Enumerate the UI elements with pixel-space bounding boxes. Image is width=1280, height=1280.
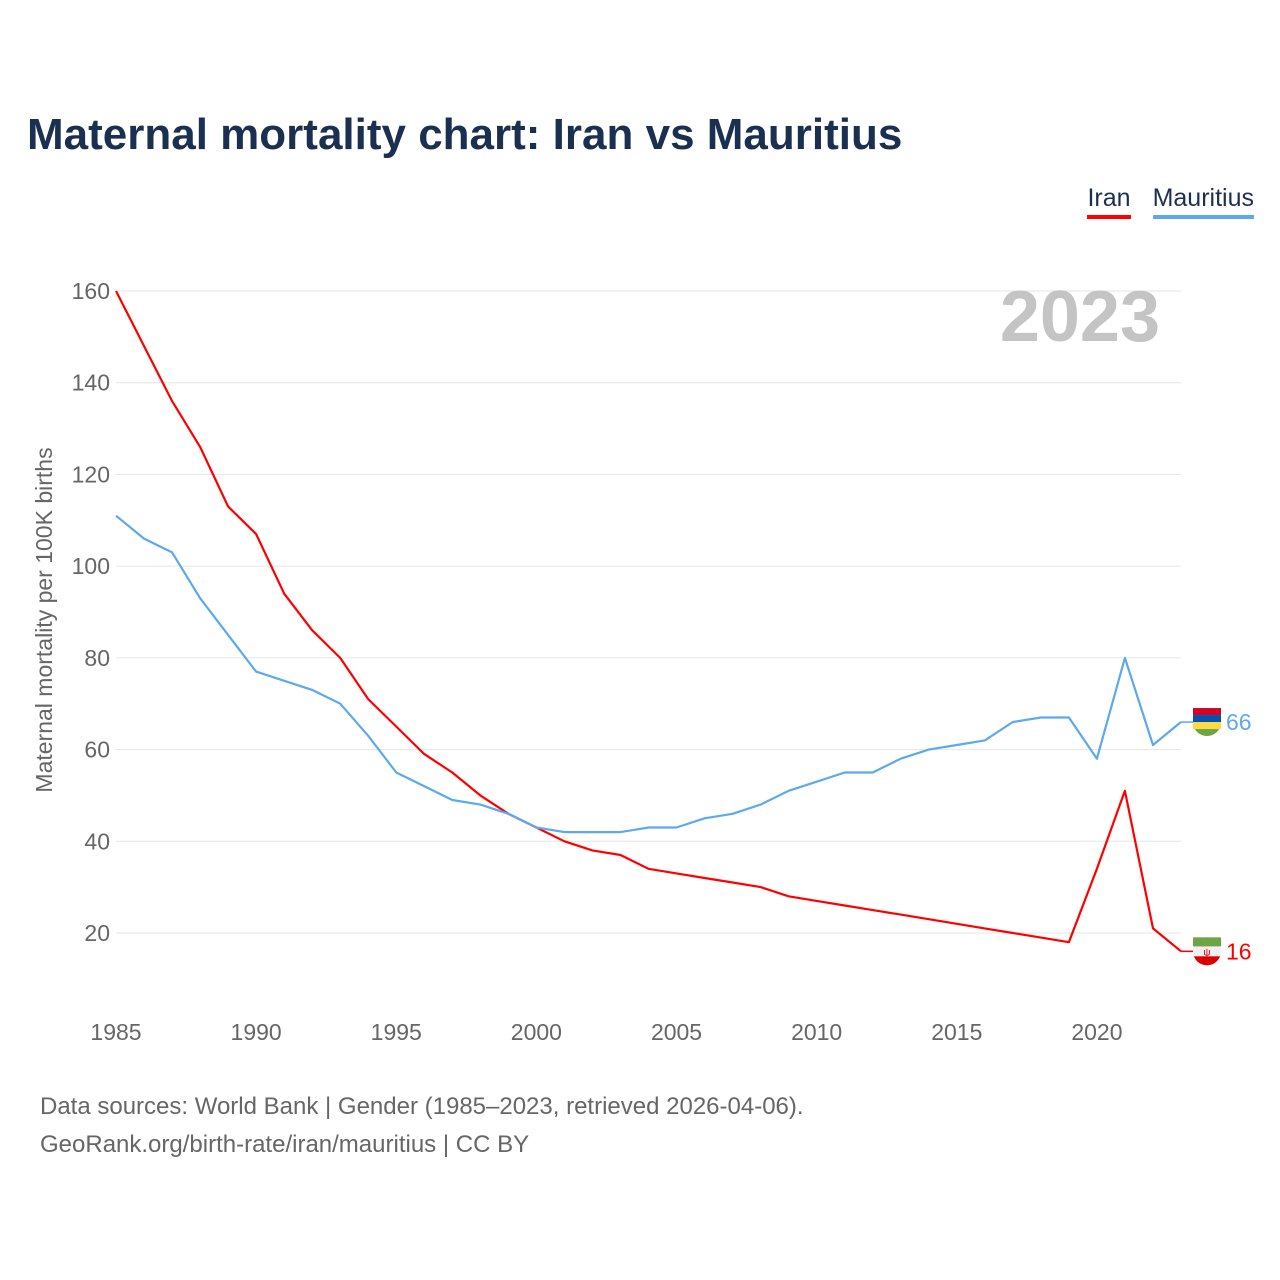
x-tick-label: 1990 bbox=[231, 1019, 282, 1045]
flag-stripe bbox=[1193, 946, 1221, 957]
series-line-iran bbox=[115, 290, 1182, 953]
legend: Iran Mauritius bbox=[1087, 184, 1254, 219]
source-line-1: Data sources: World Bank | Gender (1985–… bbox=[40, 1093, 804, 1120]
legend-mauritius[interactable]: Mauritius bbox=[1152, 184, 1254, 219]
y-tick-label: 140 bbox=[72, 370, 110, 396]
y-tick-label: 160 bbox=[72, 278, 110, 304]
end-value-label-iran: 16 bbox=[1226, 938, 1252, 964]
x-tick-label: 2020 bbox=[1071, 1019, 1122, 1045]
x-tick-label: 1985 bbox=[90, 1019, 141, 1045]
y-tick-label: 20 bbox=[84, 920, 110, 946]
x-tick-label: 2000 bbox=[511, 1019, 562, 1045]
y-tick-label: 80 bbox=[84, 645, 110, 671]
source-line-2[interactable]: GeoRank.org/birth-rate/iran/mauritius | … bbox=[40, 1131, 530, 1158]
chart-title: Maternal mortality chart: Iran vs Maurit… bbox=[27, 110, 903, 159]
x-tick-label: 2015 bbox=[931, 1019, 982, 1045]
flag-stripe bbox=[1193, 937, 1221, 947]
y-tick-label: 40 bbox=[84, 828, 110, 854]
y-tick-label: 100 bbox=[72, 553, 110, 579]
flag-stripe bbox=[1193, 722, 1221, 730]
flag-stripe bbox=[1193, 708, 1221, 716]
x-tick-label: 1995 bbox=[371, 1019, 422, 1045]
year-watermark: 2023 bbox=[1000, 277, 1160, 357]
y-axis-label: Maternal mortality per 100K births bbox=[31, 447, 57, 792]
x-tick-label: 2010 bbox=[791, 1019, 842, 1045]
source-note: Data sources: World Bank | Gender (1985–… bbox=[40, 1088, 804, 1164]
flag-stripe bbox=[1193, 715, 1221, 723]
y-tick-label: 60 bbox=[84, 737, 110, 763]
legend-iran[interactable]: Iran bbox=[1087, 184, 1131, 219]
end-value-label-mauritius: 66 bbox=[1226, 709, 1252, 735]
flag-emblem: ψ bbox=[1203, 947, 1210, 958]
series-line-mauritius bbox=[115, 514, 1182, 834]
y-tick-label: 120 bbox=[72, 461, 110, 487]
x-tick-label: 2005 bbox=[651, 1019, 702, 1045]
